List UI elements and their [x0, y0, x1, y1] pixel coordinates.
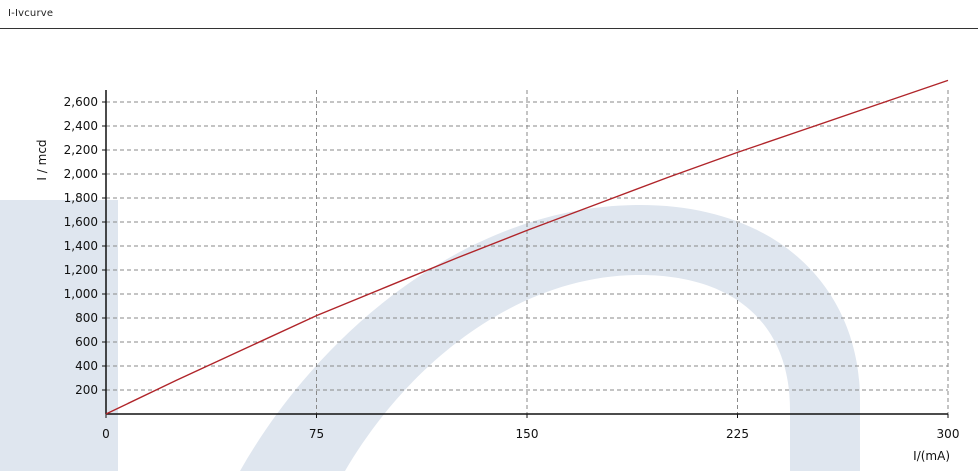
y-tick-label: 600	[75, 335, 98, 349]
x-axis-title: I/(mA)	[913, 449, 950, 463]
y-tick-labels: 200 400 600 800 1,000 1,200 1,400 1,600 1,800 2,0…	[64, 95, 98, 397]
y-tick-label: 2,400	[64, 119, 98, 133]
x-tick-label: 150	[516, 427, 539, 441]
page-title: I-Ivcurve	[8, 8, 54, 19]
header-divider	[0, 28, 978, 29]
y-tick-label: 400	[75, 359, 98, 373]
y-tick-label: 1,400	[64, 239, 98, 253]
watermark-shape-right	[240, 205, 860, 471]
y-tick-label: 2,200	[64, 143, 98, 157]
series	[105, 79, 949, 415]
y-tick-label: 2,000	[64, 167, 98, 181]
watermark-logo	[0, 200, 860, 471]
y-tick-label: 200	[75, 383, 98, 397]
y-axis-title: I / mcd	[35, 139, 49, 180]
axes	[102, 90, 949, 418]
grid-lines	[106, 90, 949, 414]
y-tick-label: 1,000	[64, 287, 98, 301]
y-tick-label: 800	[75, 311, 98, 325]
x-tick-label: 225	[726, 427, 749, 441]
y-tick-label: 1,200	[64, 263, 98, 277]
y-tick-label: 1,800	[64, 191, 98, 205]
y-tick-label: 2,600	[64, 95, 98, 109]
x-tick-label: 300	[937, 427, 960, 441]
y-tick-label: 1,600	[64, 215, 98, 229]
watermark-shape-left	[0, 200, 118, 471]
x-tick-label: 75	[309, 427, 324, 441]
series-line	[105, 79, 949, 415]
x-tick-label: 0	[102, 427, 110, 441]
x-tick-labels: 0 75 150 225 300	[102, 427, 959, 441]
